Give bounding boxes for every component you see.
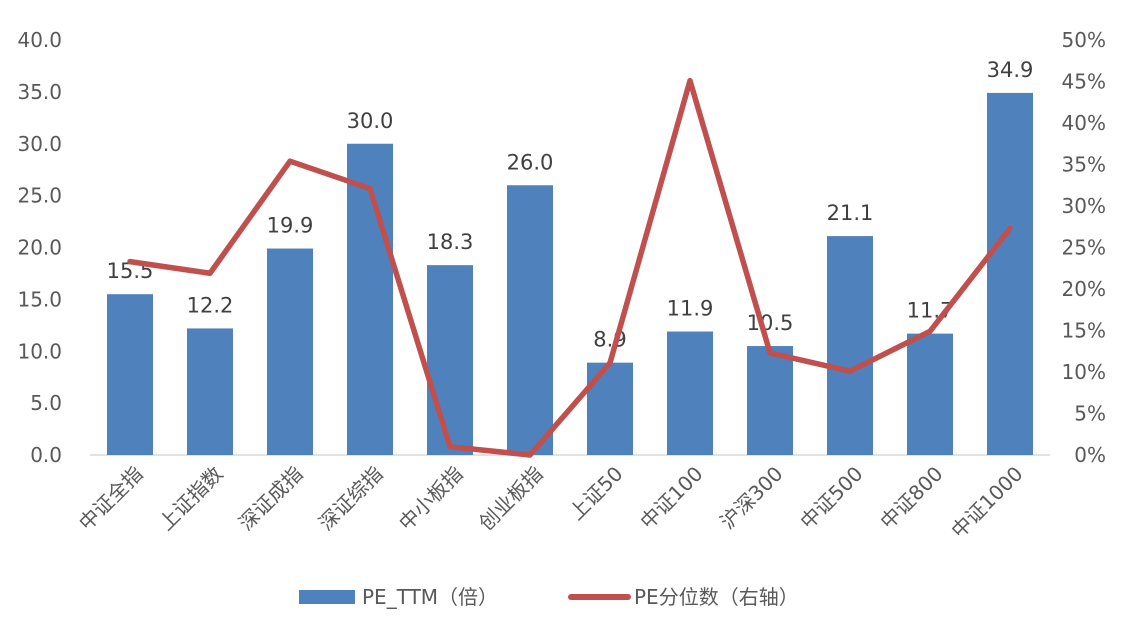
category-label: 中证1000 bbox=[946, 462, 1027, 543]
category-label: 上证50 bbox=[564, 462, 627, 525]
left-tick-label: 0.0 bbox=[30, 443, 62, 467]
legend: PE_TTM（倍） PE分位数（右轴） bbox=[299, 585, 799, 609]
left-tick-label: 5.0 bbox=[30, 391, 62, 415]
left-tick-label: 10.0 bbox=[17, 339, 62, 363]
bar bbox=[427, 265, 473, 455]
bar-data-label: 34.9 bbox=[987, 58, 1034, 82]
category-label: 中证500 bbox=[795, 462, 867, 534]
bar-data-label: 21.1 bbox=[827, 201, 874, 225]
bar-data-label: 19.9 bbox=[267, 214, 314, 238]
right-tick-label: 25% bbox=[1062, 236, 1106, 260]
right-tick-label: 15% bbox=[1062, 319, 1106, 343]
bar-data-label: 10.5 bbox=[747, 311, 794, 335]
bar bbox=[907, 333, 953, 455]
x-axis-categories: 中证全指 上证指数 深证成指 深证综指 中小板指 创业板指 上证50 中证100 沪深300 中证… bbox=[74, 462, 1028, 543]
bar bbox=[507, 185, 553, 455]
right-tick-label: 35% bbox=[1062, 153, 1106, 177]
category-label: 中证800 bbox=[875, 462, 947, 534]
category-label: 中证全指 bbox=[74, 462, 148, 536]
left-tick-label: 20.0 bbox=[17, 236, 62, 260]
percentile-line bbox=[127, 77, 1013, 458]
left-tick-label: 40.0 bbox=[17, 28, 62, 52]
bar-data-label: 26.0 bbox=[507, 150, 554, 174]
right-tick-label: 50% bbox=[1062, 28, 1106, 52]
right-tick-label: 10% bbox=[1062, 360, 1106, 384]
right-y-axis: 0% 5% 10% 15% 20% 25% 30% 35% 40% 45% 50% bbox=[1062, 28, 1106, 467]
bar-data-label: 12.2 bbox=[187, 293, 234, 317]
right-tick-label: 45% bbox=[1062, 70, 1106, 94]
category-label: 上证指数 bbox=[154, 462, 228, 536]
legend-line-label: PE分位数（右轴） bbox=[634, 585, 799, 609]
right-tick-label: 0% bbox=[1074, 443, 1106, 467]
right-tick-label: 20% bbox=[1062, 277, 1106, 301]
right-tick-label: 40% bbox=[1062, 111, 1106, 135]
category-label: 深证成指 bbox=[234, 462, 308, 536]
category-label: 中小板指 bbox=[394, 462, 468, 536]
bar bbox=[107, 294, 153, 455]
category-label: 深证综指 bbox=[314, 462, 388, 536]
left-y-axis: 0.0 5.0 10.0 15.0 20.0 25.0 30.0 35.0 40.0 bbox=[17, 28, 62, 467]
legend-bar-label: PE_TTM（倍） bbox=[362, 585, 498, 609]
category-label: 创业板指 bbox=[474, 462, 548, 536]
category-label: 中证100 bbox=[635, 462, 707, 534]
line-series bbox=[127, 77, 1013, 458]
left-tick-label: 30.0 bbox=[17, 132, 62, 156]
bar bbox=[267, 248, 313, 455]
bar bbox=[587, 362, 633, 455]
bar bbox=[987, 92, 1033, 455]
bar-series bbox=[107, 92, 1033, 455]
right-tick-label: 5% bbox=[1074, 402, 1106, 426]
left-tick-label: 35.0 bbox=[17, 80, 62, 104]
right-tick-label: 30% bbox=[1062, 194, 1106, 218]
bar bbox=[187, 328, 233, 455]
bar bbox=[747, 346, 793, 455]
bar-data-label: 18.3 bbox=[427, 230, 474, 254]
bar-data-labels: 15.512.219.930.018.326.08.911.910.521.11… bbox=[107, 58, 1034, 352]
legend-bar-swatch bbox=[299, 590, 355, 604]
bar bbox=[667, 331, 713, 455]
bar-data-label: 11.9 bbox=[667, 297, 714, 321]
bar-data-label: 30.0 bbox=[347, 109, 394, 133]
left-tick-label: 25.0 bbox=[17, 184, 62, 208]
category-label: 沪深300 bbox=[715, 462, 787, 534]
left-tick-label: 15.0 bbox=[17, 287, 62, 311]
bar bbox=[827, 236, 873, 455]
